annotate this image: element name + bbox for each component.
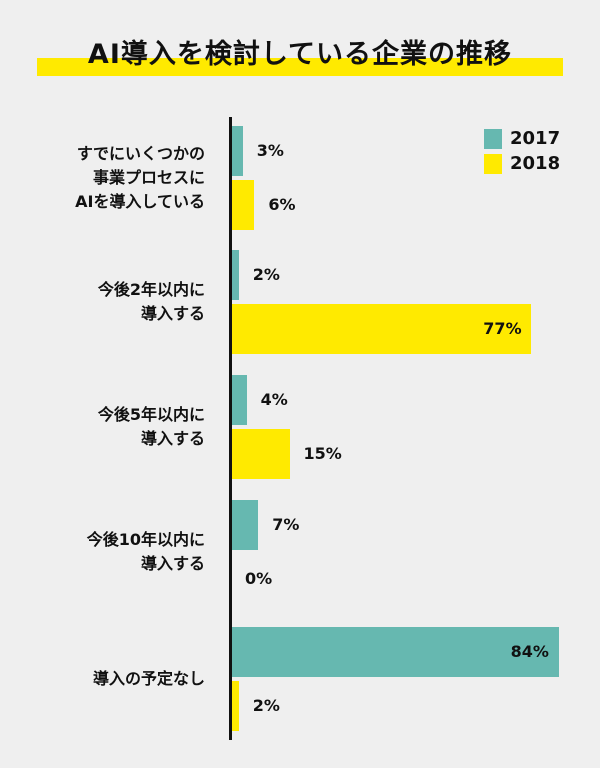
value-label: 3% xyxy=(256,141,284,160)
value-label: 84% xyxy=(510,642,549,661)
bar-2018 xyxy=(231,681,239,731)
value-label: 6% xyxy=(268,195,296,214)
value-label: 0% xyxy=(245,569,273,588)
bar-2017 xyxy=(231,627,559,677)
category-label: すでにいくつかの 事業プロセスに AIを導入している xyxy=(75,144,205,211)
bar-2018 xyxy=(231,180,255,230)
legend-item-2017: 2017 xyxy=(484,128,560,149)
legend-swatch-2017 xyxy=(484,128,502,149)
legend-swatch-2018 xyxy=(484,153,502,174)
bar-2017 xyxy=(231,126,243,176)
bar-2017 xyxy=(231,375,247,425)
value-label: 2% xyxy=(252,696,280,715)
legend-label-2018: 2018 xyxy=(510,153,561,174)
legend-item-2018: 2018 xyxy=(484,153,560,174)
y-axis-line xyxy=(229,117,232,740)
bar-2017 xyxy=(231,250,239,300)
category-label: 今後5年以内に 導入する xyxy=(97,405,205,448)
value-label: 15% xyxy=(303,444,342,463)
value-label: 77% xyxy=(483,319,522,338)
legend-label-2017: 2017 xyxy=(510,128,561,149)
category-label: 導入の予定なし xyxy=(92,669,205,688)
value-label: 7% xyxy=(272,515,300,534)
category-label: 今後10年以内に 導入する xyxy=(86,530,205,573)
title-highlight xyxy=(37,58,563,76)
bar-2018 xyxy=(231,304,532,354)
value-label: 4% xyxy=(260,390,288,409)
chart-title: AI導入を検討している企業の推移 xyxy=(87,39,513,70)
bar-2018 xyxy=(231,429,290,479)
bar-2017 xyxy=(231,500,259,550)
category-label: 今後2年以内に 導入する xyxy=(97,280,205,323)
value-label: 2% xyxy=(252,265,280,284)
